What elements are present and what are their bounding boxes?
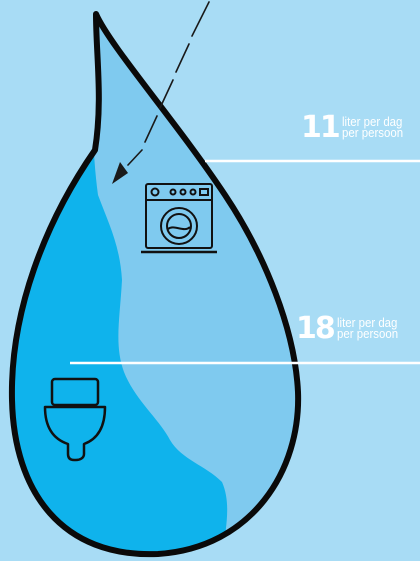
stat-label-line1: liter per dag: [336, 315, 398, 330]
toilet-icon: [43, 377, 107, 462]
stat-value: 11: [301, 110, 341, 145]
washing-machine-icon: [141, 183, 217, 254]
stat-label-line1: liter per dag: [341, 114, 403, 129]
stat-washing-machine: 11 liter per dag per persoon: [301, 113, 411, 143]
stat-value: 18: [296, 311, 336, 346]
stat-label: liter per dag per persoon: [336, 315, 398, 341]
stat-label-line2: per persoon: [336, 326, 398, 341]
stat-label: liter per dag per persoon: [341, 114, 403, 140]
stat-toilet: 18 liter per dag per persoon: [296, 314, 406, 344]
stat-label-line2: per persoon: [341, 125, 403, 140]
water-drop-outline: [8, 11, 302, 558]
falling-arrow-icon: [112, 1, 210, 184]
